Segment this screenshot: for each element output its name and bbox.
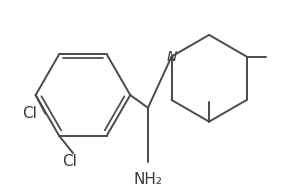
Text: Cl: Cl [62,154,76,169]
Text: N: N [166,50,177,64]
Text: NH₂: NH₂ [133,172,163,187]
Text: Cl: Cl [22,106,37,121]
